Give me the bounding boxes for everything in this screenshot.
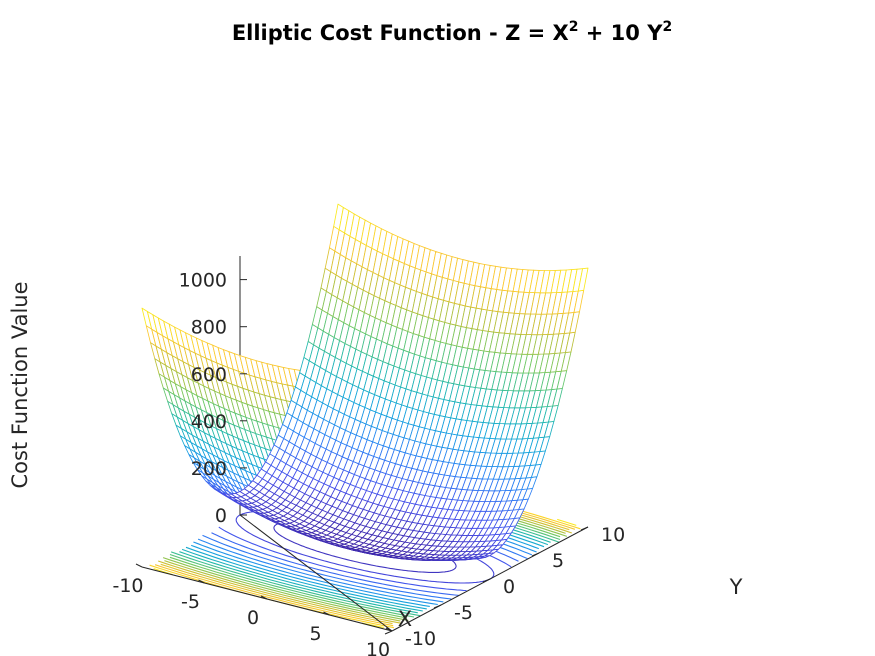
- y-tick-mark: [384, 630, 393, 635]
- x-tick-label: 10: [366, 639, 390, 656]
- contour-line: [197, 538, 444, 603]
- contour-line: [211, 532, 460, 596]
- z-tick-label: 800: [191, 317, 227, 339]
- y-tick-label: 10: [601, 524, 625, 546]
- x-tick-mark: [385, 627, 393, 632]
- contour-line: [193, 541, 438, 606]
- x-tick-mark: [260, 595, 268, 600]
- x-tick-mark: [323, 611, 330, 616]
- contour-line: [170, 551, 421, 617]
- y-tick-label: 5: [552, 550, 564, 572]
- contour-line: [185, 546, 427, 610]
- x-tick-label: 5: [309, 623, 321, 645]
- y-tick-mark: [433, 604, 442, 609]
- x-tick-label: 0: [247, 607, 259, 629]
- y-tick-label: -5: [454, 602, 473, 624]
- contour-line: [158, 560, 402, 624]
- contour-line: [179, 551, 418, 614]
- x-axis-label: X: [398, 607, 412, 631]
- contour-line: [191, 544, 430, 607]
- z-tick-label: 0: [215, 505, 227, 527]
- x-tick-mark: [135, 563, 143, 568]
- contour-line: [218, 526, 467, 592]
- y-tick-mark: [580, 526, 589, 531]
- surface-mesh: [141, 203, 589, 562]
- y-axis-label: Y: [729, 575, 743, 599]
- contour-line: [169, 553, 415, 618]
- x-tick-label: -10: [112, 575, 143, 597]
- contour-line: [557, 518, 577, 526]
- z-tick-label: 600: [191, 364, 227, 386]
- z-tick-label: 400: [191, 411, 227, 433]
- contour-line: [162, 557, 409, 621]
- z-tick-label: 1000: [179, 270, 227, 292]
- x-axis-line: [239, 514, 393, 632]
- y-tick-mark: [482, 578, 491, 583]
- tick-labels: -10 -5 0 5 10 -10 -5 0 5 10 0 200 400 600 800 1000: [112, 270, 625, 656]
- chart-title: Elliptic Cost Function - Z = X2 + 10 Y2: [232, 19, 672, 45]
- z-tick-label: 200: [191, 458, 227, 480]
- x-tick-mark: [198, 579, 205, 584]
- contour-line: [169, 556, 408, 619]
- y-tick-label: -10: [405, 628, 436, 650]
- contour-line: [160, 563, 393, 625]
- x-tick-label: -5: [181, 591, 200, 613]
- surface-patch: [577, 267, 589, 292]
- contour-line: [164, 560, 401, 622]
- contour-line: [181, 548, 423, 612]
- z-axis-label: Cost Function Value: [8, 281, 32, 488]
- y-tick-mark: [531, 552, 540, 557]
- y-tick-label: 0: [503, 576, 515, 598]
- contour-line: [154, 564, 394, 627]
